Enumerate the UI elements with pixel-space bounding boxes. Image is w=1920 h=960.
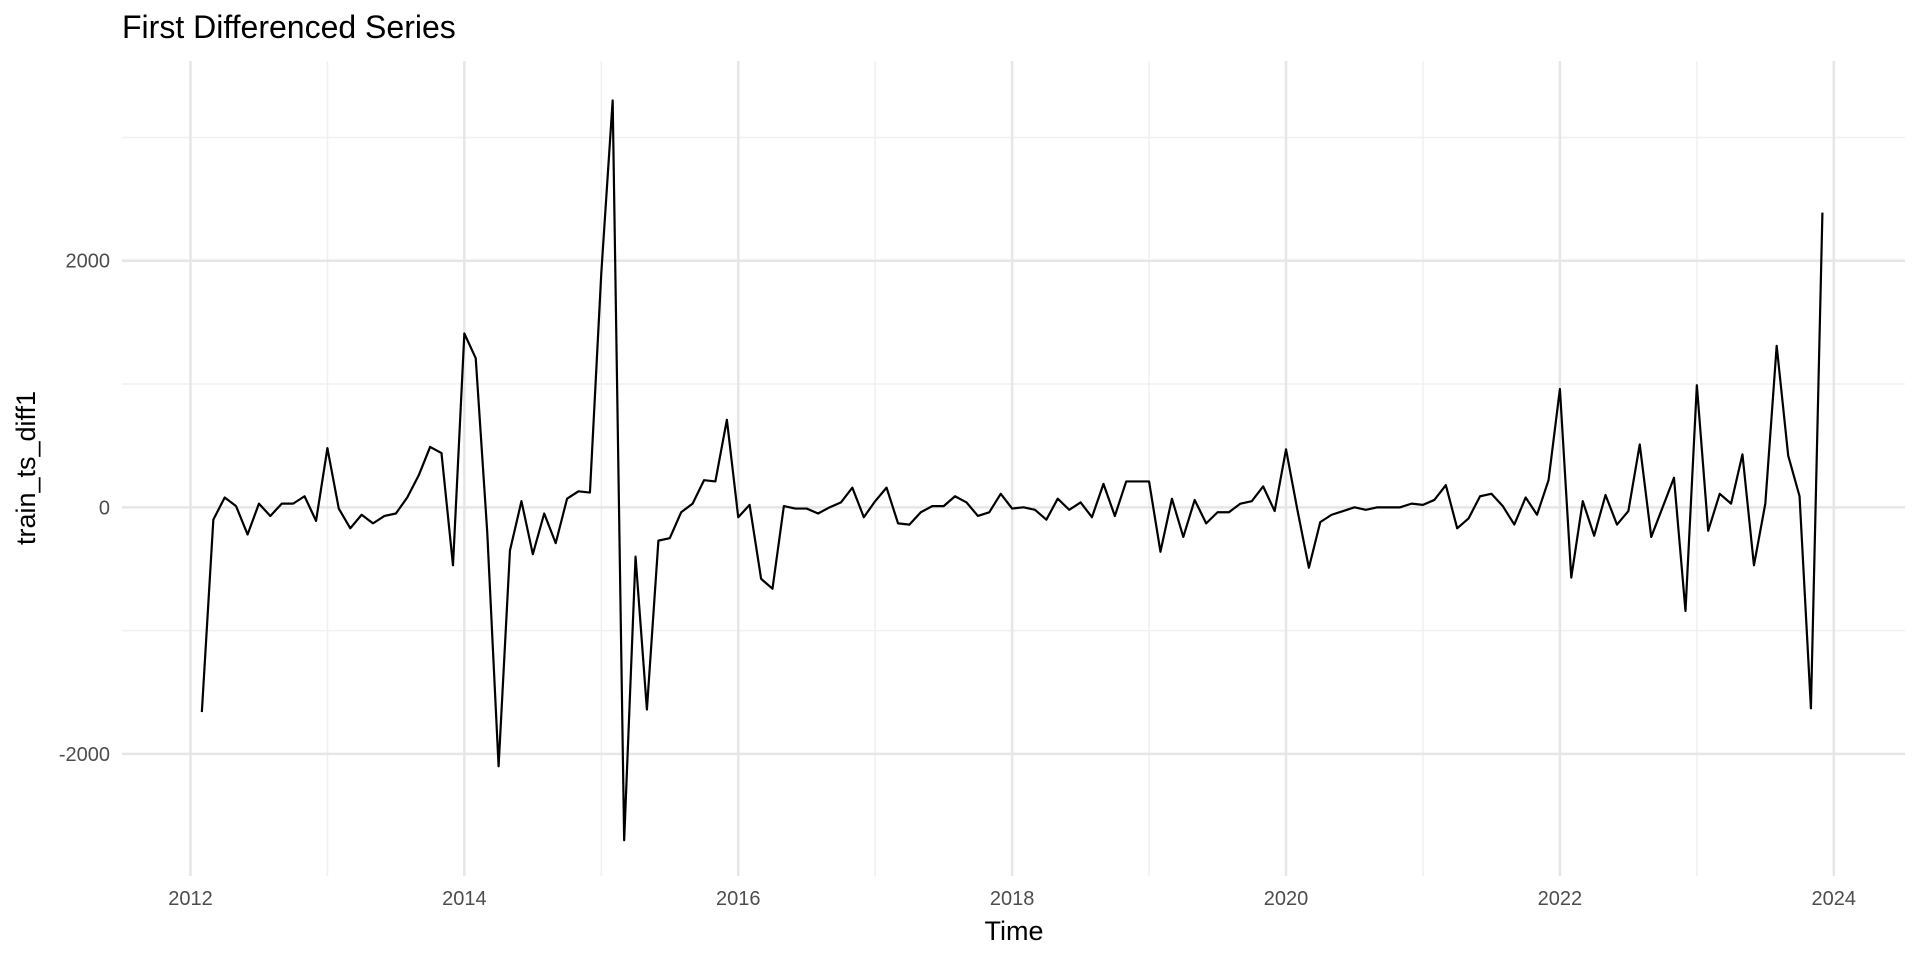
x-tick-label: 2018 — [990, 888, 1035, 910]
x-tick-label: 2014 — [442, 888, 487, 910]
x-axis-title: Time — [985, 916, 1044, 946]
x-tick-label: 2012 — [168, 888, 213, 910]
x-tick-label: 2016 — [716, 888, 761, 910]
y-tick-label: 0 — [99, 497, 110, 519]
x-tick-label: 2024 — [1812, 888, 1857, 910]
data-line — [200, 99, 1824, 842]
y-axis-title: train_ts_diff1 — [11, 391, 41, 545]
y-tick-label: 2000 — [66, 251, 111, 273]
y-tick-label: -2000 — [59, 744, 110, 766]
x-tick-label: 2020 — [1264, 888, 1309, 910]
chart-title: First Differenced Series — [122, 9, 456, 45]
x-tick-label: 2022 — [1538, 888, 1583, 910]
